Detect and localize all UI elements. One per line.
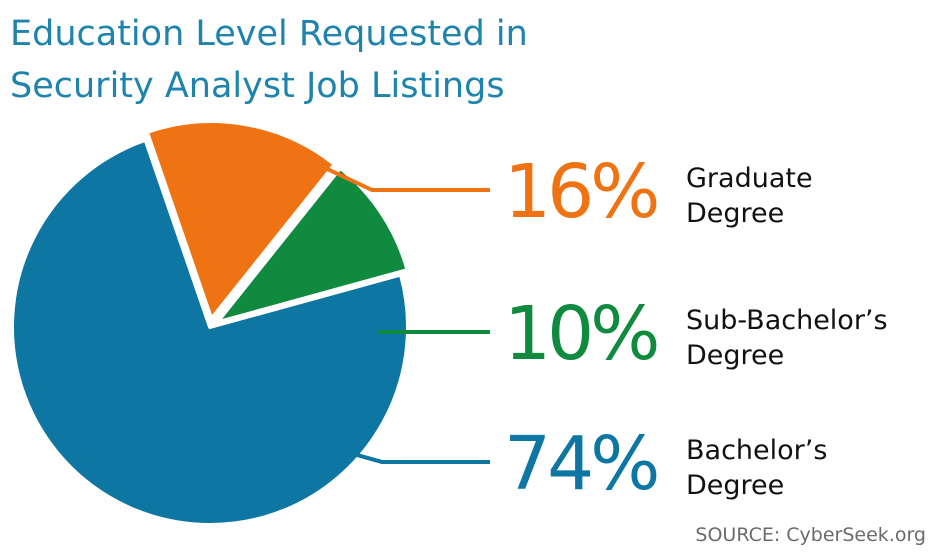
leader-line-bachelors xyxy=(20,359,490,464)
pie-slice-sub-bachelors xyxy=(214,165,410,325)
pie-slice-bachelors xyxy=(10,137,410,527)
category-label-sub-bachelors-line-1: Sub-Bachelor’s xyxy=(686,305,888,336)
category-label-sub-bachelors-line-2: Degree xyxy=(686,340,784,371)
source-note: SOURCE: CyberSeek.org xyxy=(695,524,926,546)
chart-title-line-1: Education Level Requested in xyxy=(10,14,528,54)
slice-labels: 16% Graduate Degree 10% Sub-Bachelor’s Degree… xyxy=(504,149,888,507)
category-label-graduate-line-1: Graduate xyxy=(686,163,813,194)
category-label-graduate-line-2: Degree xyxy=(686,198,784,229)
pie-slices xyxy=(10,119,410,527)
leader-lines xyxy=(20,128,490,464)
percent-label-sub-bachelors: 10% xyxy=(504,291,657,377)
percent-label-bachelors: 74% xyxy=(504,421,657,507)
pie-slice-graduate xyxy=(144,119,337,322)
chart-title-line-2: Security Analyst Job Listings xyxy=(10,66,505,106)
percent-label-graduate: 16% xyxy=(504,149,657,235)
leader-line-graduate xyxy=(243,128,490,192)
category-label-bachelors-line-2: Degree xyxy=(686,470,784,501)
category-label-bachelors-line-1: Bachelor’s xyxy=(686,435,827,466)
chart-title: Education Level Requested in Security An… xyxy=(10,8,710,112)
